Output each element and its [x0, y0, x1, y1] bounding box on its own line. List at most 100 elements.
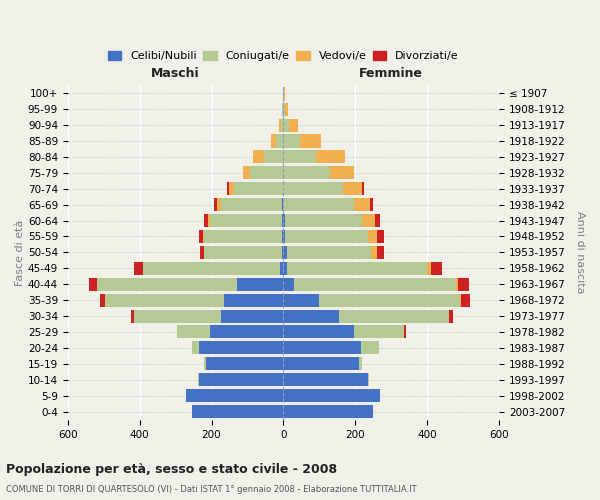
Bar — [283, 134, 299, 147]
Bar — [285, 230, 368, 243]
Bar — [198, 373, 199, 386]
Bar — [229, 182, 234, 196]
Bar — [97, 278, 236, 290]
Bar — [283, 310, 339, 322]
Bar — [319, 294, 460, 306]
Y-axis label: Fasce di età: Fasce di età — [15, 219, 25, 286]
Bar — [285, 102, 288, 116]
Text: Maschi: Maschi — [151, 66, 200, 80]
Bar — [283, 405, 373, 418]
Bar — [283, 118, 289, 132]
Bar — [134, 310, 221, 322]
Bar — [283, 294, 319, 306]
Bar — [283, 86, 284, 100]
Text: Femmine: Femmine — [359, 66, 423, 80]
Bar — [287, 246, 371, 259]
Bar — [449, 310, 453, 322]
Bar — [283, 198, 353, 211]
Bar — [461, 294, 470, 306]
Text: Popolazione per età, sesso e stato civile - 2008: Popolazione per età, sesso e stato civil… — [6, 463, 337, 476]
Bar — [283, 373, 368, 386]
Bar — [427, 262, 431, 275]
Legend: Celibi/Nubili, Coniugati/e, Vedovi/e, Divorziati/e: Celibi/Nubili, Coniugati/e, Vedovi/e, Di… — [103, 46, 463, 66]
Bar — [283, 102, 285, 116]
Bar — [431, 262, 442, 275]
Bar — [339, 310, 449, 322]
Bar — [106, 294, 224, 306]
Bar — [210, 214, 281, 227]
Bar — [253, 150, 263, 164]
Bar — [370, 198, 373, 211]
Bar — [361, 342, 379, 354]
Bar — [227, 182, 229, 196]
Bar — [221, 310, 283, 322]
Bar — [100, 294, 106, 306]
Bar — [294, 278, 456, 290]
Bar — [284, 86, 285, 100]
Bar — [353, 326, 404, 338]
Bar — [343, 182, 362, 196]
Bar — [279, 118, 281, 132]
Bar — [377, 246, 384, 259]
Bar — [208, 214, 210, 227]
Bar — [243, 166, 250, 179]
Bar — [199, 342, 283, 354]
Bar — [210, 326, 283, 338]
Bar — [316, 150, 344, 164]
Bar — [371, 246, 377, 259]
Bar — [404, 326, 406, 338]
Bar — [217, 198, 221, 211]
Bar — [276, 134, 283, 147]
Bar — [281, 230, 283, 243]
Bar — [283, 358, 359, 370]
Bar — [283, 326, 353, 338]
Bar — [283, 150, 316, 164]
Bar — [281, 118, 283, 132]
Bar — [187, 389, 283, 402]
Bar — [192, 342, 199, 354]
Y-axis label: Anni di nascita: Anni di nascita — [575, 211, 585, 294]
Bar — [203, 214, 208, 227]
Bar — [299, 134, 321, 147]
Bar — [375, 214, 380, 227]
Bar — [330, 166, 353, 179]
Bar — [283, 230, 285, 243]
Bar — [458, 278, 469, 290]
Bar — [192, 405, 283, 418]
Bar — [281, 198, 283, 211]
Bar — [224, 294, 283, 306]
Bar — [214, 198, 217, 211]
Bar — [283, 389, 380, 402]
Bar — [203, 230, 205, 243]
Bar — [236, 278, 283, 290]
Bar — [377, 230, 384, 243]
Bar — [199, 230, 203, 243]
Bar — [287, 262, 427, 275]
Bar — [200, 246, 203, 259]
Bar — [203, 246, 205, 259]
Bar — [289, 118, 298, 132]
Bar — [281, 102, 283, 116]
Bar — [178, 326, 210, 338]
Bar — [283, 166, 330, 179]
Bar — [205, 230, 281, 243]
Bar — [283, 182, 343, 196]
Bar — [353, 198, 370, 211]
Bar — [221, 198, 281, 211]
Bar — [205, 358, 206, 370]
Bar — [283, 342, 361, 354]
Bar — [281, 214, 283, 227]
Bar — [89, 278, 97, 290]
Text: COMUNE DI TORRI DI QUARTESOLO (VI) - Dati ISTAT 1° gennaio 2008 - Elaborazione T: COMUNE DI TORRI DI QUARTESOLO (VI) - Dat… — [6, 485, 416, 494]
Bar — [281, 246, 283, 259]
Bar — [131, 310, 134, 322]
Bar — [250, 166, 283, 179]
Bar — [206, 358, 283, 370]
Bar — [456, 278, 458, 290]
Bar — [283, 214, 285, 227]
Bar — [234, 182, 283, 196]
Bar — [143, 262, 280, 275]
Bar — [271, 134, 276, 147]
Bar — [283, 278, 294, 290]
Bar — [362, 182, 364, 196]
